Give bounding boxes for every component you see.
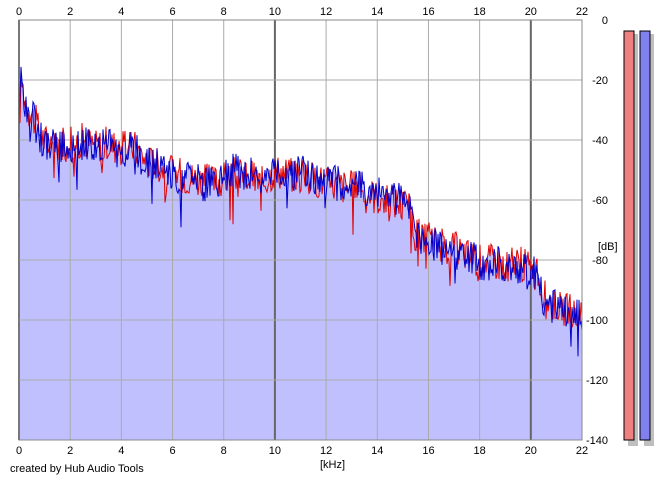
x-tick-bottom-9: 18 (474, 445, 486, 457)
x-tick-bottom-1: 2 (67, 445, 73, 457)
y-tick-7: -140 (586, 435, 608, 447)
x-tick-bottom-5: 10 (269, 445, 281, 457)
y-tick-5: -100 (586, 315, 608, 327)
x-tick-top-7: 14 (371, 6, 383, 18)
x-tick-bottom-4: 8 (221, 445, 227, 457)
x-tick-top-9: 18 (474, 6, 486, 18)
x-tick-top-5: 10 (269, 6, 281, 18)
y-tick-6: -120 (586, 375, 608, 387)
x-tick-bottom-8: 16 (422, 445, 434, 457)
x-axis-top-ticks: 0 2 4 6 8 10 12 14 16 18 20 22 (16, 6, 588, 18)
x-axis-bottom-ticks: 0 2 4 6 8 10 12 14 16 18 20 22 (16, 445, 588, 457)
right-channel-series (18, 66, 583, 357)
y-tick-2: -40 (592, 135, 608, 147)
y-tick-4: -80 (592, 255, 608, 267)
y-tick-1: -20 (592, 75, 608, 87)
x-tick-bottom-11: 22 (576, 445, 588, 457)
x-tick-top-1: 2 (67, 6, 73, 18)
y-axis-unit-label: [dB] (598, 241, 618, 253)
x-tick-bottom-3: 6 (169, 445, 175, 457)
x-tick-top-8: 16 (422, 6, 434, 18)
spectrum-fill (19, 66, 582, 441)
plot-frame (18, 19, 583, 441)
left-channel-series (18, 75, 583, 328)
meter-right-bar (639, 30, 651, 441)
credit-text: created by Hub Audio Tools (10, 463, 144, 475)
y-axis-ticks: 0 -20 -40 -60 -80 -100 -120 -140 (586, 15, 608, 447)
x-tick-bottom-0: 0 (16, 445, 22, 457)
x-tick-top-10: 20 (525, 6, 537, 18)
level-meters (623, 30, 654, 446)
y-tick-3: -60 (592, 195, 608, 207)
x-tick-top-2: 4 (118, 6, 124, 18)
x-tick-top-3: 6 (169, 6, 175, 18)
x-tick-bottom-2: 4 (118, 445, 124, 457)
x-tick-bottom-6: 12 (320, 445, 332, 457)
x-tick-bottom-7: 14 (371, 445, 383, 457)
x-tick-bottom-10: 20 (525, 445, 537, 457)
x-tick-top-0: 0 (16, 6, 22, 18)
x-tick-top-4: 8 (221, 6, 227, 18)
meter-left-bar (623, 30, 635, 441)
x-axis-unit-label: [kHz] (320, 459, 345, 471)
x-tick-top-11: 22 (576, 6, 588, 18)
y-tick-0: 0 (602, 15, 608, 27)
x-tick-top-6: 12 (320, 6, 332, 18)
